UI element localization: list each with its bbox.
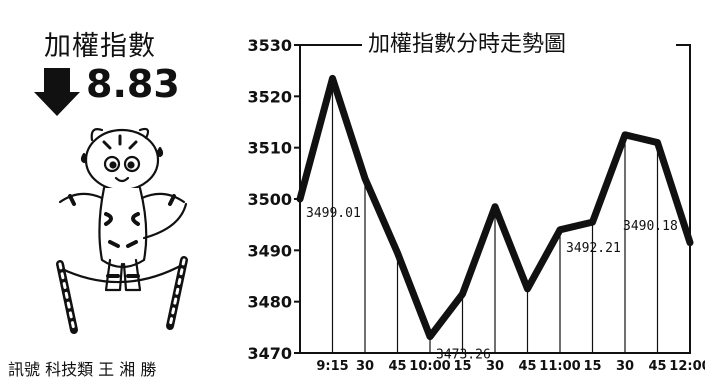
index-panel: 加權指數 8.83 [0, 0, 230, 379]
data-point [362, 175, 368, 181]
series-points [297, 75, 693, 340]
data-point [492, 204, 498, 210]
panel-title: 加權指數 [44, 31, 156, 62]
plot-frame [299, 44, 691, 354]
data-label: 3473.26 [436, 348, 491, 363]
x-tick-label: 30 [616, 359, 634, 373]
down-arrow-icon [34, 68, 80, 116]
tiger-mascot-icon [56, 127, 188, 334]
data-point [395, 250, 400, 256]
data-point [427, 334, 433, 340]
y-axis-ticks: 3470 3480 3490 3500 3510 3520 3530 [247, 36, 300, 363]
x-tick-label: 12:00 [669, 359, 705, 373]
change-value: 8.83 [86, 62, 180, 106]
x-tick-label: 15 [453, 359, 471, 373]
y-tick-label: 3480 [247, 293, 292, 312]
data-point [622, 132, 628, 138]
data-point [330, 75, 335, 81]
data-point [557, 227, 563, 233]
x-tick-label: 9:15 [316, 359, 348, 373]
x-tick-label: 11:00 [539, 359, 580, 373]
data-point [460, 291, 465, 297]
x-tick-label: 45 [388, 359, 406, 373]
y-tick-label: 3470 [247, 344, 292, 363]
data-point [525, 286, 530, 292]
y-tick-label: 3510 [247, 139, 292, 158]
data-label: 3492.21 [566, 241, 621, 256]
x-tick-label: 10:00 [409, 359, 450, 373]
data-point [590, 219, 595, 225]
y-tick-label: 3520 [247, 87, 292, 106]
x-tick-label: 45 [648, 359, 666, 373]
data-label: 3499.01 [306, 206, 361, 221]
x-tick-label: 15 [583, 359, 601, 373]
gridlines [331, 78, 659, 353]
chart-title: 加權指數分時走勢圖 [368, 32, 566, 57]
x-tick-label: 30 [486, 359, 504, 373]
data-label: 3490.18 [623, 219, 678, 234]
y-tick-label: 3490 [247, 241, 292, 260]
y-tick-label: 3500 [247, 190, 292, 209]
x-tick-label: 45 [518, 359, 536, 373]
y-tick-label: 3530 [247, 36, 292, 55]
data-point [655, 140, 660, 146]
x-tick-label: 30 [356, 359, 374, 373]
